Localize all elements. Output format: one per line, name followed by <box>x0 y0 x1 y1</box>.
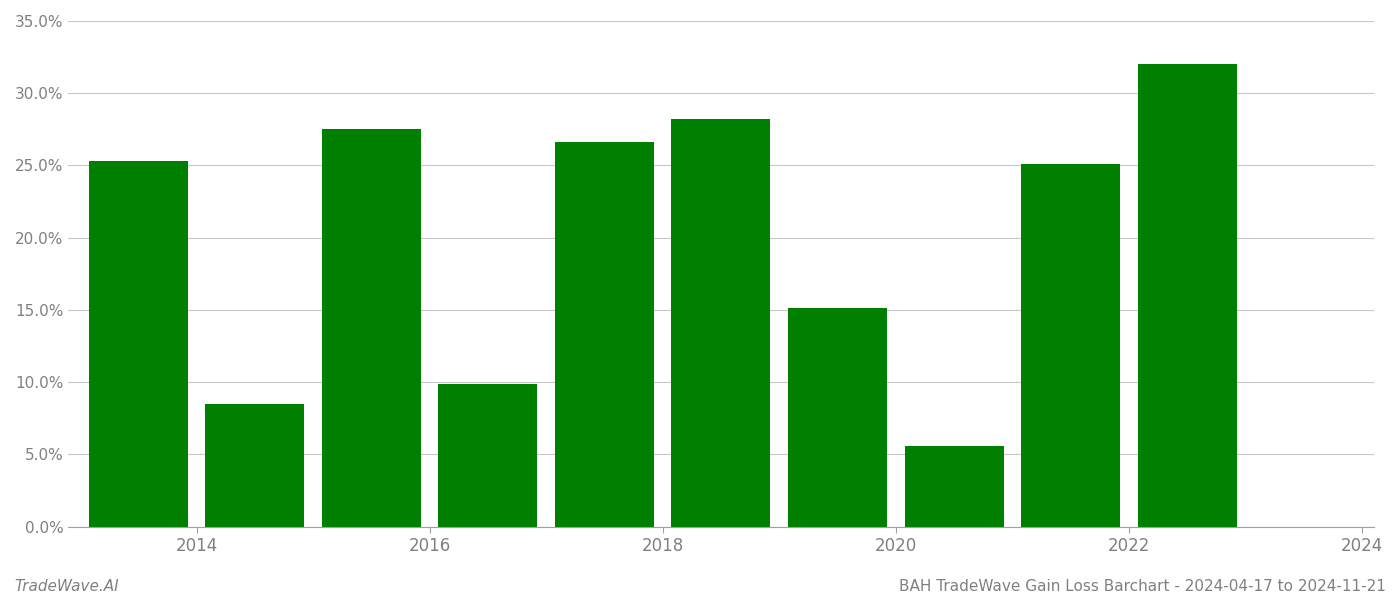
Bar <box>206 404 304 527</box>
Bar <box>904 446 1004 527</box>
Bar <box>1021 164 1120 527</box>
Bar <box>1138 64 1236 527</box>
Bar <box>88 161 188 527</box>
Bar <box>438 383 538 527</box>
Text: BAH TradeWave Gain Loss Barchart - 2024-04-17 to 2024-11-21: BAH TradeWave Gain Loss Barchart - 2024-… <box>899 579 1386 594</box>
Text: TradeWave.AI: TradeWave.AI <box>14 579 119 594</box>
Bar <box>788 308 888 527</box>
Bar <box>322 130 421 527</box>
Bar <box>554 142 654 527</box>
Bar <box>672 119 770 527</box>
